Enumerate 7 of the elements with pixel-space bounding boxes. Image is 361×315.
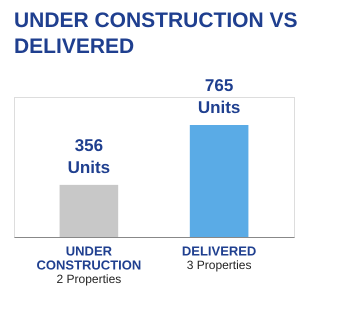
text: 3 Properties [186, 258, 252, 272]
chart-title: UNDER CONSTRUCTION VS DELIVERED [14, 9, 298, 58]
data-label: 765 Units [198, 76, 240, 117]
data-label: 356 Units [68, 136, 110, 177]
text: 2 Properties [56, 272, 122, 286]
x-tick-label: DELIVERED [182, 244, 256, 258]
x-tick-label: UNDER CONSTRUCTION [36, 244, 142, 272]
